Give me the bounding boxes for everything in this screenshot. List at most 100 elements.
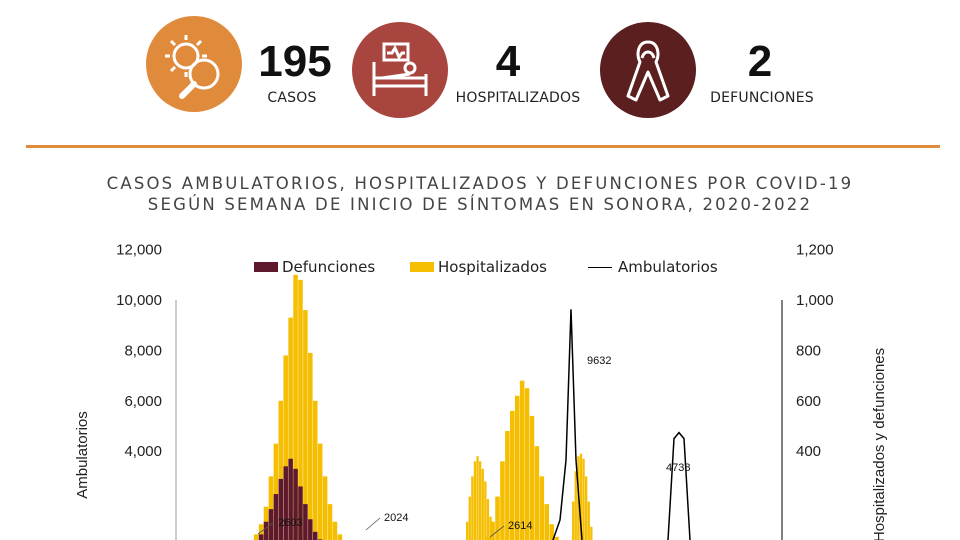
legend-swatch-ambulatorios	[588, 266, 612, 268]
defunciones-bar	[263, 521, 269, 540]
y2-tick-label: 1,200	[796, 242, 834, 259]
kpi-hospitalizados-label: HOSPITALIZADOS	[455, 90, 581, 106]
hospitalizados-bar	[327, 504, 333, 540]
defunciones-bar	[298, 486, 303, 540]
y2-tick-label: 1,000	[796, 292, 834, 309]
y2-tick-label: 400	[796, 443, 821, 460]
hospitalizados-bar	[317, 443, 323, 540]
y-tick-label: 6,000	[124, 393, 162, 410]
hospitalizados-bar	[293, 274, 298, 540]
hospitalizados-bar	[587, 501, 590, 540]
kpi-defunciones-label: DEFUNCIONES	[710, 90, 814, 106]
kpi-casos-label: CASOS	[267, 90, 317, 106]
hospitalizados-bar	[590, 526, 593, 540]
defunciones-bar	[303, 504, 308, 540]
y2-tick-label: 600	[796, 393, 821, 410]
peak-annotation: 9632	[587, 355, 611, 367]
kpi-casos-circle	[146, 16, 242, 112]
hospitalizados-bar	[572, 501, 575, 540]
left-tick-labels: 12,000 10,000 8,000 6,000 4,000	[116, 242, 162, 461]
hospitalizados-bar	[473, 461, 477, 540]
chart-title: CASOS AMBULATORIOS, HOSPITALIZADOS Y DEF…	[106, 174, 854, 193]
hospitalizados-bar	[308, 352, 313, 540]
chart-axes	[175, 300, 783, 540]
hospitalizados-bar	[303, 310, 308, 540]
section-divider	[26, 145, 940, 148]
hospitalizados-bar	[519, 380, 525, 540]
hospitalizados-bar	[529, 415, 535, 540]
hospitalizados-bar	[492, 531, 495, 540]
hospitalizados-bar	[283, 355, 288, 540]
hospitalizados-bar	[500, 461, 505, 540]
hospitalizados-bar	[253, 534, 259, 540]
hospitalizados-bar	[554, 536, 559, 540]
legend-swatch-defunciones	[254, 262, 278, 272]
hospitalizados-bar	[549, 524, 554, 540]
peak-annotation: 2614	[508, 520, 532, 532]
hospitalizados-bar	[539, 476, 545, 540]
hospital-bed-icon	[372, 42, 428, 96]
hospitalizados-bar	[268, 476, 274, 540]
hospitalizados-bar	[337, 534, 343, 540]
defunciones-bar	[273, 494, 279, 540]
y-tick-label: 4,000	[124, 443, 162, 460]
hospitalizados-bar	[514, 395, 520, 540]
hospitalizados-bar	[582, 458, 585, 540]
defunciones-bar	[278, 478, 284, 540]
hospitalizados-bar	[495, 496, 500, 540]
hospitalizados-bar	[476, 456, 479, 540]
hospitalizados-bar	[510, 410, 515, 540]
hospitalizados-bar	[479, 461, 482, 540]
hospitalizados-bar	[505, 431, 510, 540]
hospitalizados-bar	[332, 521, 338, 540]
hospitalizados-bar	[490, 521, 495, 540]
y-axis-title: Ambulatorios	[74, 411, 91, 499]
hospitalizados-bar	[312, 400, 318, 540]
legend-item-defunciones: Defunciones	[254, 258, 375, 276]
peak-annotation: 2024	[384, 512, 408, 524]
hospitalizados-bar	[579, 453, 583, 540]
legend-label-ambulatorios: Ambulatorios	[618, 258, 718, 276]
hospitalizados-bar	[468, 496, 471, 540]
defunciones-bar	[288, 458, 293, 540]
hospitalizados-bars	[253, 274, 593, 540]
defunciones-bar	[283, 466, 288, 540]
hospitalizados-bar	[484, 481, 487, 540]
hospitalizados-bar	[534, 446, 540, 540]
hospitalizados-bar	[481, 468, 484, 540]
y2-axis-title: Hospitalizados y defunciones	[871, 348, 888, 540]
hospitalizados-bar	[489, 516, 492, 540]
peak-annotation: 2603	[278, 517, 302, 529]
legend-swatch-hospitalizados	[410, 262, 434, 272]
hospitalizados-bar	[574, 471, 577, 540]
kpi-hospitalizados-circle	[352, 22, 448, 118]
kpi-defunciones-value: 2	[747, 37, 773, 86]
hospitalizados-bar	[544, 504, 550, 540]
hospitalizados-bar	[466, 521, 469, 540]
peak-annotation: 4738	[666, 462, 690, 474]
legend-item-ambulatorios: Ambulatorios	[588, 258, 718, 276]
y-tick-label: 10,000	[116, 292, 162, 309]
kpi-defunciones-circle	[600, 22, 696, 118]
hospitalizados-bar	[273, 443, 279, 540]
hospitalizados-bar	[298, 279, 303, 540]
annotation-leader	[365, 517, 381, 531]
hospitalizados-bar	[278, 400, 284, 540]
right-tick-labels: 1,200 1,000 800 600 400	[796, 242, 834, 461]
hospitalizados-bar	[524, 388, 530, 540]
chart-annotations: 2603 2024 2614 9632 4738	[257, 355, 690, 538]
legend-label-hospitalizados: Hospitalizados	[438, 258, 547, 276]
annotation-leader	[257, 521, 275, 535]
ribbon-icon	[626, 40, 670, 102]
chart-legend: Defunciones Hospitalizados Ambulatorios	[0, 258, 960, 278]
defunciones-bar	[293, 468, 298, 540]
hospitalizados-bar	[471, 476, 474, 540]
kpi-casos-value: 195	[258, 37, 332, 86]
defunciones-bar	[258, 534, 264, 540]
defunciones-bar	[312, 531, 318, 540]
chart-subtitle: SEGÚN SEMANA DE INICIO DE SÍNTOMAS EN SO…	[147, 195, 813, 214]
ambulatorios-line	[552, 309, 691, 540]
kpi-hospitalizados-value: 4	[495, 37, 521, 86]
hospitalizados-bar	[322, 476, 328, 540]
